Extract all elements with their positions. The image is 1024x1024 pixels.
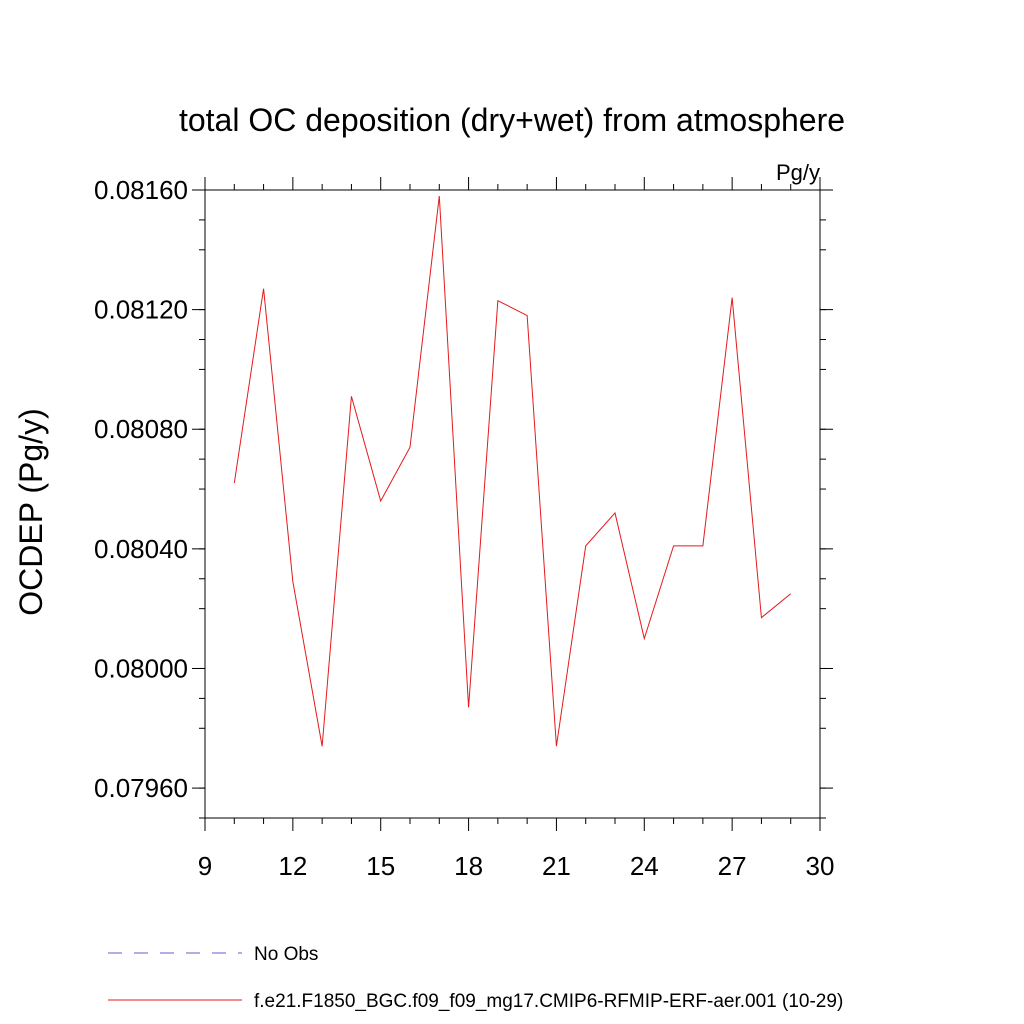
x-tick-label: 18 bbox=[454, 851, 483, 881]
series-line bbox=[233, 195, 792, 747]
y-tick-label: 0.08040 bbox=[94, 534, 188, 564]
y-tick-label: 0.08120 bbox=[94, 295, 188, 325]
x-tick-label: 9 bbox=[198, 851, 212, 881]
axis-tick-labels: 9 12 15 18 21 24 27 30 0.07960 0.08000 0.08040 0.08… bbox=[94, 175, 834, 881]
units-label: Pg/y bbox=[776, 160, 820, 185]
y-tick-label: 0.07960 bbox=[94, 773, 188, 803]
chart-title: total OC deposition (dry+wet) from atmos… bbox=[179, 102, 845, 138]
series-layer bbox=[233, 195, 792, 747]
x-tick-label: 24 bbox=[630, 851, 659, 881]
y-tick-label: 0.08160 bbox=[94, 175, 188, 205]
x-tick-label: 12 bbox=[278, 851, 307, 881]
legend-label-model-run: f.e21.F1850_BGC.f09_f09_mg17.CMIP6-RFMIP… bbox=[254, 991, 843, 1012]
x-tick-label: 30 bbox=[806, 851, 835, 881]
plot-frame bbox=[204, 189, 821, 819]
legend-label-no-obs: No Obs bbox=[254, 944, 318, 965]
x-tick-label: 21 bbox=[542, 851, 571, 881]
legend: No Obs f.e21.F1850_BGC.f09_f09_mg17.CMIP… bbox=[108, 944, 843, 1012]
x-tick-label: 27 bbox=[718, 851, 747, 881]
y-tick-label: 0.08080 bbox=[94, 414, 188, 444]
y-tick-label: 0.08000 bbox=[94, 653, 188, 683]
y-axis-label: OCDEP (Pg/y) bbox=[13, 408, 49, 615]
x-tick-label: 15 bbox=[366, 851, 395, 881]
axis-ticks bbox=[192, 177, 833, 831]
